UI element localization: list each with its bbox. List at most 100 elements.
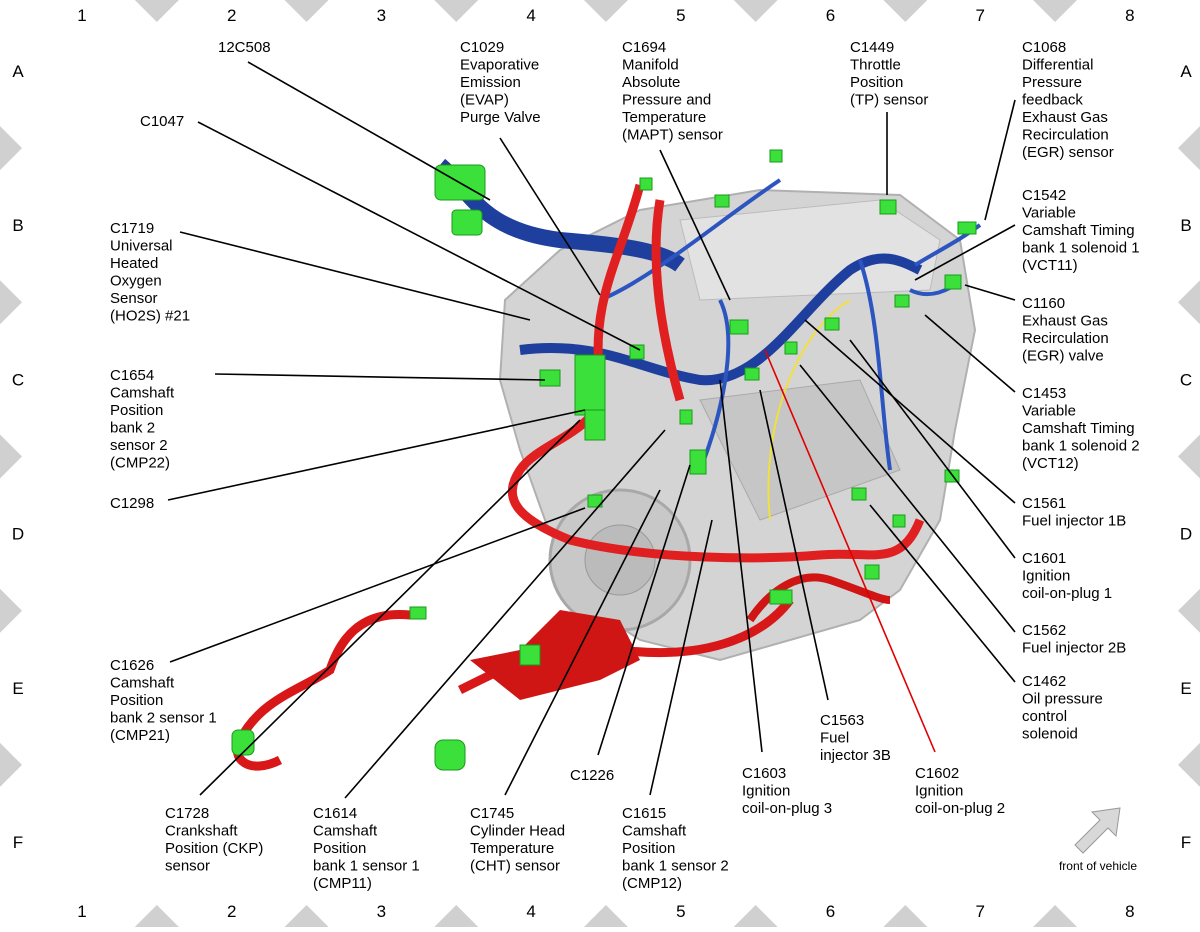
edge-marker <box>1178 280 1200 325</box>
leader-line <box>799 364 1016 633</box>
row-label: B <box>1180 216 1191 235</box>
callout-text: Sensor <box>110 290 158 307</box>
callout-text: Camshaft <box>110 675 175 692</box>
edge-marker <box>284 0 329 22</box>
edge-marker <box>583 0 628 22</box>
callout-text: C1029 <box>460 39 504 56</box>
callout-text: Cylinder Head <box>470 823 565 840</box>
callout-text: Camshaft <box>110 385 175 402</box>
callout-text: (EGR) valve <box>1022 348 1104 365</box>
edge-marker <box>583 905 628 927</box>
callout: C1226 <box>570 767 614 784</box>
callout-text: C1068 <box>1022 39 1066 56</box>
leader-line <box>759 389 829 701</box>
column-label: 8 <box>1125 6 1134 25</box>
column-label: 6 <box>826 6 835 25</box>
edge-marker <box>0 126 22 171</box>
callout-text: Evaporative <box>460 57 539 74</box>
edge-marker <box>284 905 329 927</box>
leader-lines <box>167 61 1016 799</box>
callout-text: (EVAP) <box>460 92 509 109</box>
column-label: 4 <box>526 6 535 25</box>
callout-text: C1615 <box>622 805 666 822</box>
callout-text: C1745 <box>470 805 514 822</box>
callout-text: Position (CKP) <box>165 840 263 857</box>
callout: 12C508 <box>218 39 271 56</box>
callout-text: Position <box>850 74 903 91</box>
callout-text: (VCT11) <box>1022 257 1078 274</box>
leader-line <box>597 464 691 756</box>
callout-text: (CMP12) <box>622 875 682 892</box>
row-label: A <box>12 62 24 81</box>
callout-text: C1542 <box>1022 187 1066 204</box>
callout-text: Camshaft <box>622 823 687 840</box>
column-label: 7 <box>975 902 984 921</box>
callout-text: Variable <box>1022 403 1076 420</box>
column-label: 7 <box>975 6 984 25</box>
callout-text: (CHT) sensor <box>470 858 560 875</box>
callout-text: Throttle <box>850 57 901 74</box>
callout-text: Oxygen <box>110 273 162 290</box>
callout-text: bank 2 sensor 1 <box>110 710 217 727</box>
callout-text: (CMP21) <box>110 727 170 744</box>
callout-text: 12C508 <box>218 39 271 56</box>
callout-text: Pressure <box>1022 74 1082 91</box>
callout-text: (TP) sensor <box>850 92 928 109</box>
row-label: B <box>12 216 23 235</box>
front-label: front of vehicle <box>1059 859 1137 873</box>
callout-text: Position <box>313 840 366 857</box>
callout-text: bank 1 solenoid 1 <box>1022 240 1140 257</box>
leader-line <box>869 504 1016 683</box>
leader-line <box>504 489 661 796</box>
callout-text: Purge Valve <box>460 109 541 126</box>
callout-text: C1449 <box>850 39 894 56</box>
edge-marker <box>434 905 479 927</box>
leader-line <box>344 429 666 799</box>
callout-text: Oil pressure <box>1022 691 1103 708</box>
callout-text: feedback <box>1022 92 1083 109</box>
callout-text: (CMP11) <box>313 875 372 892</box>
leader-line <box>849 339 1016 559</box>
callout-text: Absolute <box>622 74 680 91</box>
callout-text: Ignition <box>742 783 790 800</box>
leader-line <box>984 99 1016 221</box>
callout: C1068DifferentialPressurefeedbackExhaust… <box>1022 39 1114 161</box>
column-label: 8 <box>1125 902 1134 921</box>
callout-text: sensor 2 <box>110 437 168 454</box>
callout-text: C1614 <box>313 805 357 822</box>
edge-marker <box>883 0 928 22</box>
callout-text: Camshaft <box>313 823 378 840</box>
callout-text: C1654 <box>110 367 154 384</box>
column-label: 4 <box>526 902 535 921</box>
callout-text: Variable <box>1022 205 1076 222</box>
callout-text: (EGR) sensor <box>1022 144 1114 161</box>
callout-text: Recirculation <box>1022 330 1109 347</box>
row-label: E <box>1180 679 1191 698</box>
leader-line <box>964 284 1016 301</box>
callout-text: C1561 <box>1022 495 1066 512</box>
row-label: E <box>12 679 23 698</box>
callout-text: Recirculation <box>1022 127 1109 144</box>
edge-marker <box>1178 126 1200 171</box>
callout-text: Manifold <box>622 57 679 74</box>
callout-text: Fuel injector 2B <box>1022 640 1126 657</box>
callout-text: C1453 <box>1022 385 1066 402</box>
callout-text: Position <box>110 692 163 709</box>
column-label: 1 <box>77 902 86 921</box>
column-label: 5 <box>676 902 685 921</box>
callout-text: coil-on-plug 3 <box>742 800 832 817</box>
leader-line <box>914 224 1016 281</box>
leader-line <box>179 231 531 321</box>
